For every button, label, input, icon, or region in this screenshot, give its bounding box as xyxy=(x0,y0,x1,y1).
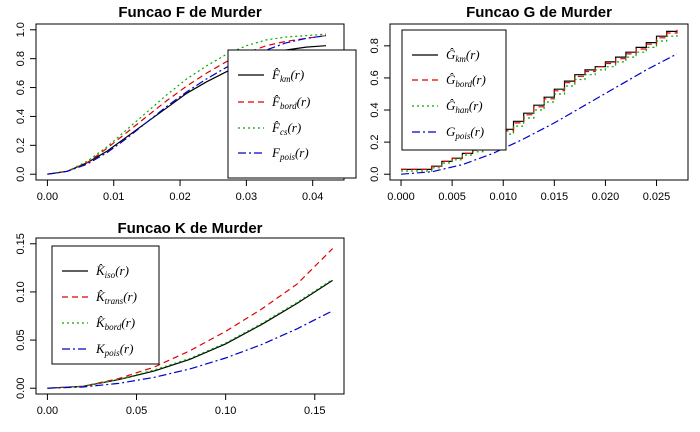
legend-label-km: Ĝkm(r) xyxy=(446,47,480,64)
legend-label-trans: K̂trans(r) xyxy=(95,289,137,306)
legend-box xyxy=(227,49,357,179)
series-line-han xyxy=(401,33,678,172)
chart-panel-2: Funcao G de Murder 0.000 0.005 0.010 0.015 0.… xyxy=(369,4,689,203)
plot-frame xyxy=(389,23,689,181)
panels: Funcao F de Murder 0.00 0.01 0.02 0.03 0.04 0.… xyxy=(15,4,689,417)
series-line-bord xyxy=(47,278,333,389)
x-tick-label: 0.010 xyxy=(489,191,517,203)
chart-title: Funcao G de Murder xyxy=(466,4,612,21)
y-tick-label: 0.2 xyxy=(15,138,27,153)
series-line-trans xyxy=(47,248,334,389)
y-tick-label: 0.00 xyxy=(15,378,27,399)
x-tick-label: 0.000 xyxy=(387,191,415,203)
y-tick-label: 0.0 xyxy=(369,167,381,182)
x-tick-label: 0.01 xyxy=(103,191,124,203)
legend-label-iso: K̂iso(r) xyxy=(95,263,129,280)
y-tick-label: 0.4 xyxy=(369,102,381,117)
y-tick-label: 0.15 xyxy=(15,233,27,254)
legend-label-bord: F̂bord(r) xyxy=(271,94,310,111)
x-tick-label: 0.00 xyxy=(37,405,58,417)
plot-frame xyxy=(35,237,345,395)
y-tick-label: 0.4 xyxy=(15,109,27,124)
x-tick-label: 0.015 xyxy=(541,191,569,203)
chart-title: Funcao K de Murder xyxy=(117,220,262,237)
legend-label-bord: Ĝbord(r) xyxy=(446,72,486,89)
series-line-cs xyxy=(47,33,327,175)
series-line-pois xyxy=(400,53,678,175)
legend-label-pois: Kpois(r) xyxy=(95,341,133,358)
legend: Ĝkm(r) Ĝbord(r) Ĝhan(r) Gpois(r) xyxy=(401,29,507,151)
legend-label-bord: K̂bord(r) xyxy=(95,315,135,332)
x-tick-label: 0.005 xyxy=(438,191,466,203)
series-line-bord xyxy=(47,35,327,175)
y-tick-label: 0.0 xyxy=(15,167,27,182)
y-tick-label: 0.8 xyxy=(369,38,381,53)
y-tick-label: 0.10 xyxy=(15,281,27,302)
y-tick-label: 1.0 xyxy=(15,22,27,37)
x-tick-label: 0.04 xyxy=(302,191,323,203)
y-tick-label: 0.6 xyxy=(369,70,381,85)
legend-box xyxy=(401,29,507,151)
chart-title: Funcao F de Murder xyxy=(118,4,262,21)
x-tick-label: 0.15 xyxy=(304,405,325,417)
legend-label-pois: Gpois(r) xyxy=(446,124,484,141)
x-tick-label: 0.03 xyxy=(236,191,257,203)
x-tick-label: 0.025 xyxy=(643,191,671,203)
legend-label-km: F̂km(r) xyxy=(271,67,304,84)
legend-box xyxy=(51,245,160,365)
legend: K̂iso(r) K̂trans(r) K̂bord(r) Kpois(r) xyxy=(51,245,160,365)
legend: F̂km(r) F̂bord(r) F̂cs(r) Fpois(r) xyxy=(227,49,357,179)
legend-label-han: Ĝhan(r) xyxy=(446,98,483,115)
chart-panel-1: Funcao F de Murder 0.00 0.01 0.02 0.03 0.04 0.… xyxy=(15,4,357,203)
x-tick-label: 0.10 xyxy=(215,405,236,417)
legend-label-cs: F̂cs(r) xyxy=(271,120,301,137)
legend-label-pois: Fpois(r) xyxy=(271,145,309,162)
series-line-pois xyxy=(47,310,333,389)
y-tick-label: 0.05 xyxy=(15,329,27,350)
x-tick-label: 0.00 xyxy=(37,191,58,203)
chart-panel-3: Funcao K de Murder 0.00 0.05 0.10 0.15 0.00 0.… xyxy=(15,220,345,417)
series-line-iso xyxy=(47,279,333,389)
y-tick-label: 0.2 xyxy=(369,134,381,149)
y-tick-label: 0.8 xyxy=(15,51,27,66)
x-tick-label: 0.05 xyxy=(126,405,147,417)
x-tick-label: 0.02 xyxy=(169,191,190,203)
y-tick-label: 0.6 xyxy=(15,80,27,95)
series-line-pois xyxy=(47,35,327,175)
x-tick-label: 0.020 xyxy=(592,191,620,203)
